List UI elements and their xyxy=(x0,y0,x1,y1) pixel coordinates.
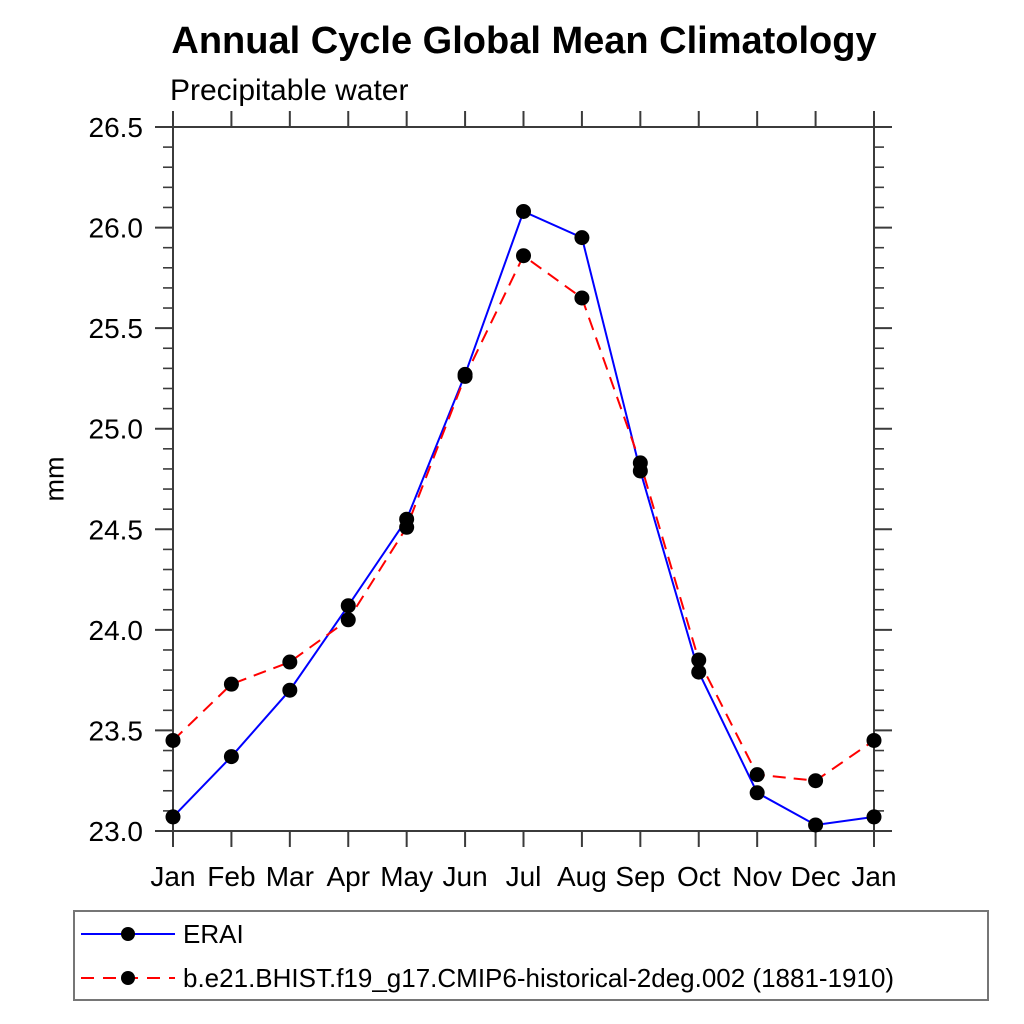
data-point-marker xyxy=(808,817,824,833)
y-tick-label: 26.0 xyxy=(89,213,144,244)
data-point-marker xyxy=(516,203,531,219)
data-point-marker xyxy=(165,809,181,825)
legend-box: ERAI b.e21.BHIST.f19_g17.CMIP6-historica… xyxy=(73,910,989,1001)
x-tick-label: Apr xyxy=(326,861,370,892)
y-tick-label: 24.5 xyxy=(89,514,144,545)
y-tick-label: 23.0 xyxy=(89,816,144,847)
plot-frame xyxy=(172,126,875,832)
x-tick-label: Aug xyxy=(557,861,607,892)
legend-marker-dot xyxy=(121,970,135,985)
x-tick-label: Dec xyxy=(791,861,841,892)
legend-item-model: b.e21.BHIST.f19_g17.CMIP6-historical-2de… xyxy=(79,958,987,998)
x-tick-label: Oct xyxy=(677,861,721,892)
y-tick-label: 25.0 xyxy=(89,414,144,445)
data-point-marker xyxy=(282,682,298,698)
data-point-marker xyxy=(866,732,882,748)
y-tick-label: 25.5 xyxy=(89,313,144,344)
legend-label-model: b.e21.BHIST.f19_g17.CMIP6-historical-2de… xyxy=(183,962,895,993)
y-tick-label: 26.5 xyxy=(89,112,144,143)
x-tick-label: Mar xyxy=(266,861,314,892)
data-point-marker xyxy=(457,368,473,384)
chart-subtitle: Precipitable water xyxy=(170,74,409,107)
series-line-erai xyxy=(172,210,875,827)
legend-marker-dot xyxy=(121,926,135,941)
data-point-marker xyxy=(223,749,239,765)
legend-item-erai: ERAI xyxy=(79,914,987,954)
x-tick-label: Jan xyxy=(150,861,195,892)
data-point-marker xyxy=(749,767,765,783)
x-tick-label: Sep xyxy=(615,861,665,892)
x-tick-label: Feb xyxy=(207,861,255,892)
data-point-marker xyxy=(516,248,531,264)
x-tick-label: May xyxy=(380,861,433,892)
data-point-marker xyxy=(691,652,707,668)
y-tick-label: 24.0 xyxy=(89,615,144,646)
data-point-marker xyxy=(808,773,824,789)
data-point-marker xyxy=(340,612,356,628)
data-point-marker xyxy=(866,809,882,825)
legend-label-erai: ERAI xyxy=(183,918,244,949)
data-point-marker xyxy=(399,519,415,535)
data-point-marker xyxy=(749,785,765,801)
data-point-marker xyxy=(574,290,590,306)
legend-line-sample-erai xyxy=(81,926,175,941)
x-tick-label: Jan xyxy=(851,861,896,892)
data-point-marker xyxy=(282,654,298,670)
data-point-marker xyxy=(574,230,590,246)
x-tick-label: Nov xyxy=(732,861,782,892)
data-point-marker xyxy=(632,455,648,471)
y-tick-label: 23.5 xyxy=(89,715,144,746)
data-point-marker xyxy=(340,598,356,614)
data-point-marker xyxy=(691,664,707,680)
data-point-marker xyxy=(165,732,181,748)
data-point-marker xyxy=(223,676,239,692)
x-tick-label: Jul xyxy=(506,861,542,892)
chart-title: Annual Cycle Global Mean Climatology xyxy=(171,20,877,62)
x-tick-label: Jun xyxy=(443,861,488,892)
legend-line-sample-model xyxy=(81,970,175,985)
